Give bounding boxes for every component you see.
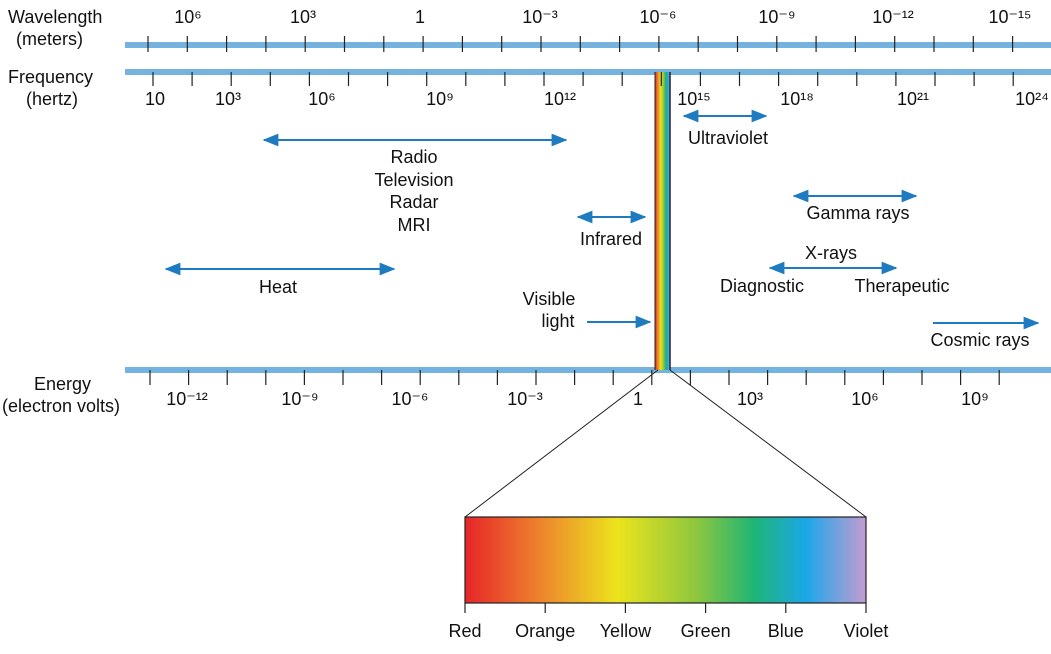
tick-label: 10⁶	[851, 389, 878, 409]
color-label: Blue	[768, 621, 804, 641]
axis-title: Energy	[34, 374, 91, 394]
band-label: Cosmic rays	[930, 330, 1029, 350]
band-label: MRI	[398, 215, 431, 235]
tick-label: 10¹²	[544, 89, 576, 109]
color-label: Orange	[515, 621, 575, 641]
color-label: Green	[681, 621, 731, 641]
tick-label: 10³	[737, 389, 763, 409]
band-label: light	[541, 311, 574, 331]
tick-label: 10³	[215, 89, 241, 109]
band-label: Diagnostic	[720, 276, 804, 296]
band-label: Gamma rays	[806, 203, 909, 223]
tick-label: 10	[145, 89, 165, 109]
generated: 10⁶ 10³ 1 10⁻³ 10⁻⁶ 10⁻⁹ 10⁻¹² 10⁻¹⁵ 10 10³ 10⁶ 10⁹…	[145, 7, 1049, 641]
tick-label: 1	[633, 389, 643, 409]
band-label: Radar	[389, 192, 438, 212]
axis-title: Wavelength	[8, 7, 102, 27]
zoom-line	[669, 369, 867, 518]
tick-label: 10⁹	[426, 89, 454, 109]
axis-title: Frequency	[8, 67, 93, 87]
color-label: Violet	[844, 621, 889, 641]
tick-label: 10¹⁸	[780, 89, 814, 109]
tick-label: 10⁻¹²	[872, 7, 914, 27]
axis-unit: (electron volts)	[2, 396, 120, 416]
band-label: X-rays	[805, 243, 857, 263]
axis-unit: (hertz)	[26, 89, 78, 109]
tick-label: 10⁻⁹	[281, 389, 318, 409]
tick-label: 1	[415, 7, 425, 27]
tick-label: 10⁶	[308, 89, 335, 109]
tick-label: 10²¹	[897, 89, 929, 109]
band-label: Television	[374, 170, 453, 190]
visible-spectrum	[464, 516, 867, 604]
visible-strip	[655, 72, 670, 370]
tick-label: 10⁻¹⁵	[989, 7, 1032, 27]
zoom-line	[464, 369, 659, 518]
band-label: Ultraviolet	[688, 128, 768, 148]
tick-label: 10⁻³	[507, 389, 543, 409]
band-label: Visible	[523, 289, 576, 309]
tick-label: 10⁻⁹	[758, 7, 795, 27]
color-label: Yellow	[600, 621, 652, 641]
color-label: Red	[448, 621, 481, 641]
tick-label: 10³	[290, 7, 316, 27]
tick-label: 10⁻¹²	[166, 389, 208, 409]
axes	[125, 42, 1051, 373]
tick-label: 10⁻⁶	[640, 7, 677, 27]
axis-unit: (meters)	[16, 29, 83, 49]
band-label: Heat	[259, 277, 297, 297]
tick-label: 10¹⁵	[677, 89, 710, 109]
tick-label: 10⁹	[961, 389, 989, 409]
tick-label: 10⁶	[174, 7, 201, 27]
tick-label: 10²⁴	[1015, 89, 1049, 109]
band-label: Infrared	[580, 229, 642, 249]
tick-label: 10⁻⁶	[392, 389, 429, 409]
tick-label: 10⁻³	[522, 7, 558, 27]
band-label: Therapeutic	[854, 276, 949, 296]
band-label: Radio	[390, 147, 437, 167]
